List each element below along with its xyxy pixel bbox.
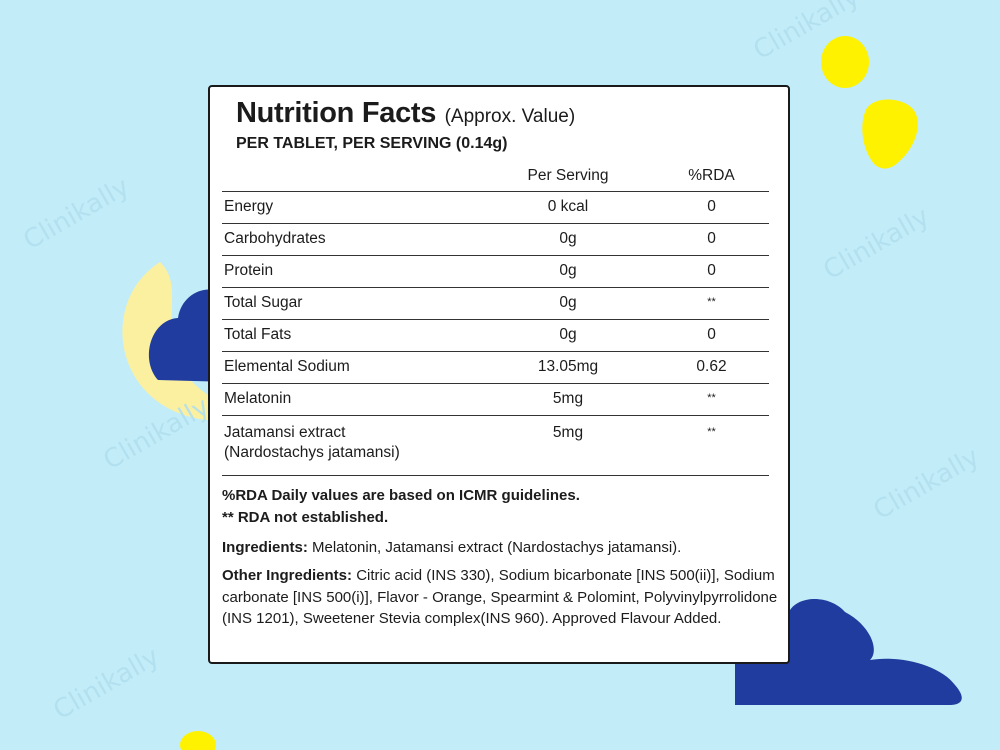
- ingredients-label: Ingredients:: [222, 539, 308, 556]
- cloud-right-icon: [735, 598, 962, 705]
- table-row: Energy 0 kcal 0: [222, 191, 769, 224]
- nutrient-botanical-name: (Nardostachys jatamansi): [224, 443, 400, 461]
- rda-value: 0: [654, 319, 769, 352]
- per-serving-value: 0g: [482, 255, 654, 288]
- table-header-row: Per Serving %RDA: [222, 161, 769, 192]
- other-ingredients-label: Other Ingredients:: [222, 567, 353, 584]
- other-ingredients: Other Ingredients: Citric acid (INS 330)…: [222, 565, 787, 630]
- yellow-dot-small-icon: [180, 731, 216, 750]
- rda-value: 0.62: [654, 351, 769, 384]
- per-serving-value: 0g: [482, 287, 654, 320]
- approx-value-note: (Approx. Value): [444, 106, 576, 127]
- per-serving-value: 5mg: [482, 383, 654, 416]
- per-serving-value: 13.05mg: [482, 351, 654, 384]
- per-serving-value: 0 kcal: [482, 191, 654, 224]
- table-row: Total Fats 0g 0: [222, 319, 769, 352]
- ingredients-text: Melatonin, Jatamansi extract (Nardostach…: [312, 539, 682, 556]
- nutrition-facts-title: Nutrition Facts: [236, 97, 437, 129]
- moon-icon: [122, 262, 263, 422]
- rda-value: 0: [654, 255, 769, 288]
- watermark: Clinikally: [49, 642, 165, 726]
- rda-value: 0: [654, 223, 769, 256]
- nutrient-name: Melatonin: [222, 383, 482, 416]
- table-row: Elemental Sodium 13.05mg 0.62: [222, 351, 769, 384]
- rda-value: 0: [654, 191, 769, 224]
- watermark: Clinikally: [869, 442, 985, 526]
- rda-value: **: [707, 296, 716, 308]
- per-serving-value: 5mg: [482, 415, 654, 476]
- nutrient-name: Energy: [222, 191, 482, 224]
- yellow-blob-icon: [862, 99, 918, 169]
- yellow-dot-icon: [821, 36, 869, 88]
- serving-size: PER TABLET, PER SERVING (0.14g): [236, 135, 508, 152]
- column-header-nutrient: [222, 161, 482, 192]
- rda-value: **: [707, 425, 716, 438]
- per-serving-value: 0g: [482, 223, 654, 256]
- nutrient-name: Carbohydrates: [222, 223, 482, 256]
- watermark: Clinikally: [19, 172, 135, 256]
- rda-notes: %RDA Daily values are based on ICMR guid…: [222, 485, 580, 529]
- nutrition-table: Per Serving %RDA Energy 0 kcal 0 Carbohy…: [222, 161, 769, 476]
- ingredients: Ingredients: Melatonin, Jatamansi extrac…: [222, 537, 787, 558]
- nutrition-label-card: Nutrition Facts (Approx. Value) PER TABL…: [208, 85, 790, 664]
- nutrient-name: Total Fats: [222, 319, 482, 352]
- nutrient-name: Jatamansi extract: [224, 423, 346, 441]
- watermark: Clinikally: [819, 202, 935, 286]
- table-row: Melatonin 5mg **: [222, 383, 769, 416]
- rda-value: **: [707, 392, 716, 404]
- title-line: Nutrition Facts (Approx. Value): [236, 97, 575, 130]
- column-header-per-serving: Per Serving: [482, 161, 654, 192]
- rda-not-established-note: ** RDA not established.: [222, 509, 389, 526]
- other-ingredients-text: Citric acid (INS 330), Sodium bicarbonat…: [222, 567, 778, 627]
- per-serving-value: 0g: [482, 319, 654, 352]
- table-row: Total Sugar 0g **: [222, 287, 769, 320]
- table-row: Jatamansi extract (Nardostachys jatamans…: [222, 415, 769, 476]
- table-row: Carbohydrates 0g 0: [222, 223, 769, 256]
- nutrient-name: Elemental Sodium: [222, 351, 482, 384]
- column-header-rda: %RDA: [654, 161, 769, 192]
- watermark: Clinikally: [99, 392, 215, 476]
- table-row: Protein 0g 0: [222, 255, 769, 288]
- rda-guideline-note: %RDA Daily values are based on ICMR guid…: [222, 487, 580, 504]
- nutrient-name: Protein: [222, 255, 482, 288]
- nutrient-name: Total Sugar: [222, 287, 482, 320]
